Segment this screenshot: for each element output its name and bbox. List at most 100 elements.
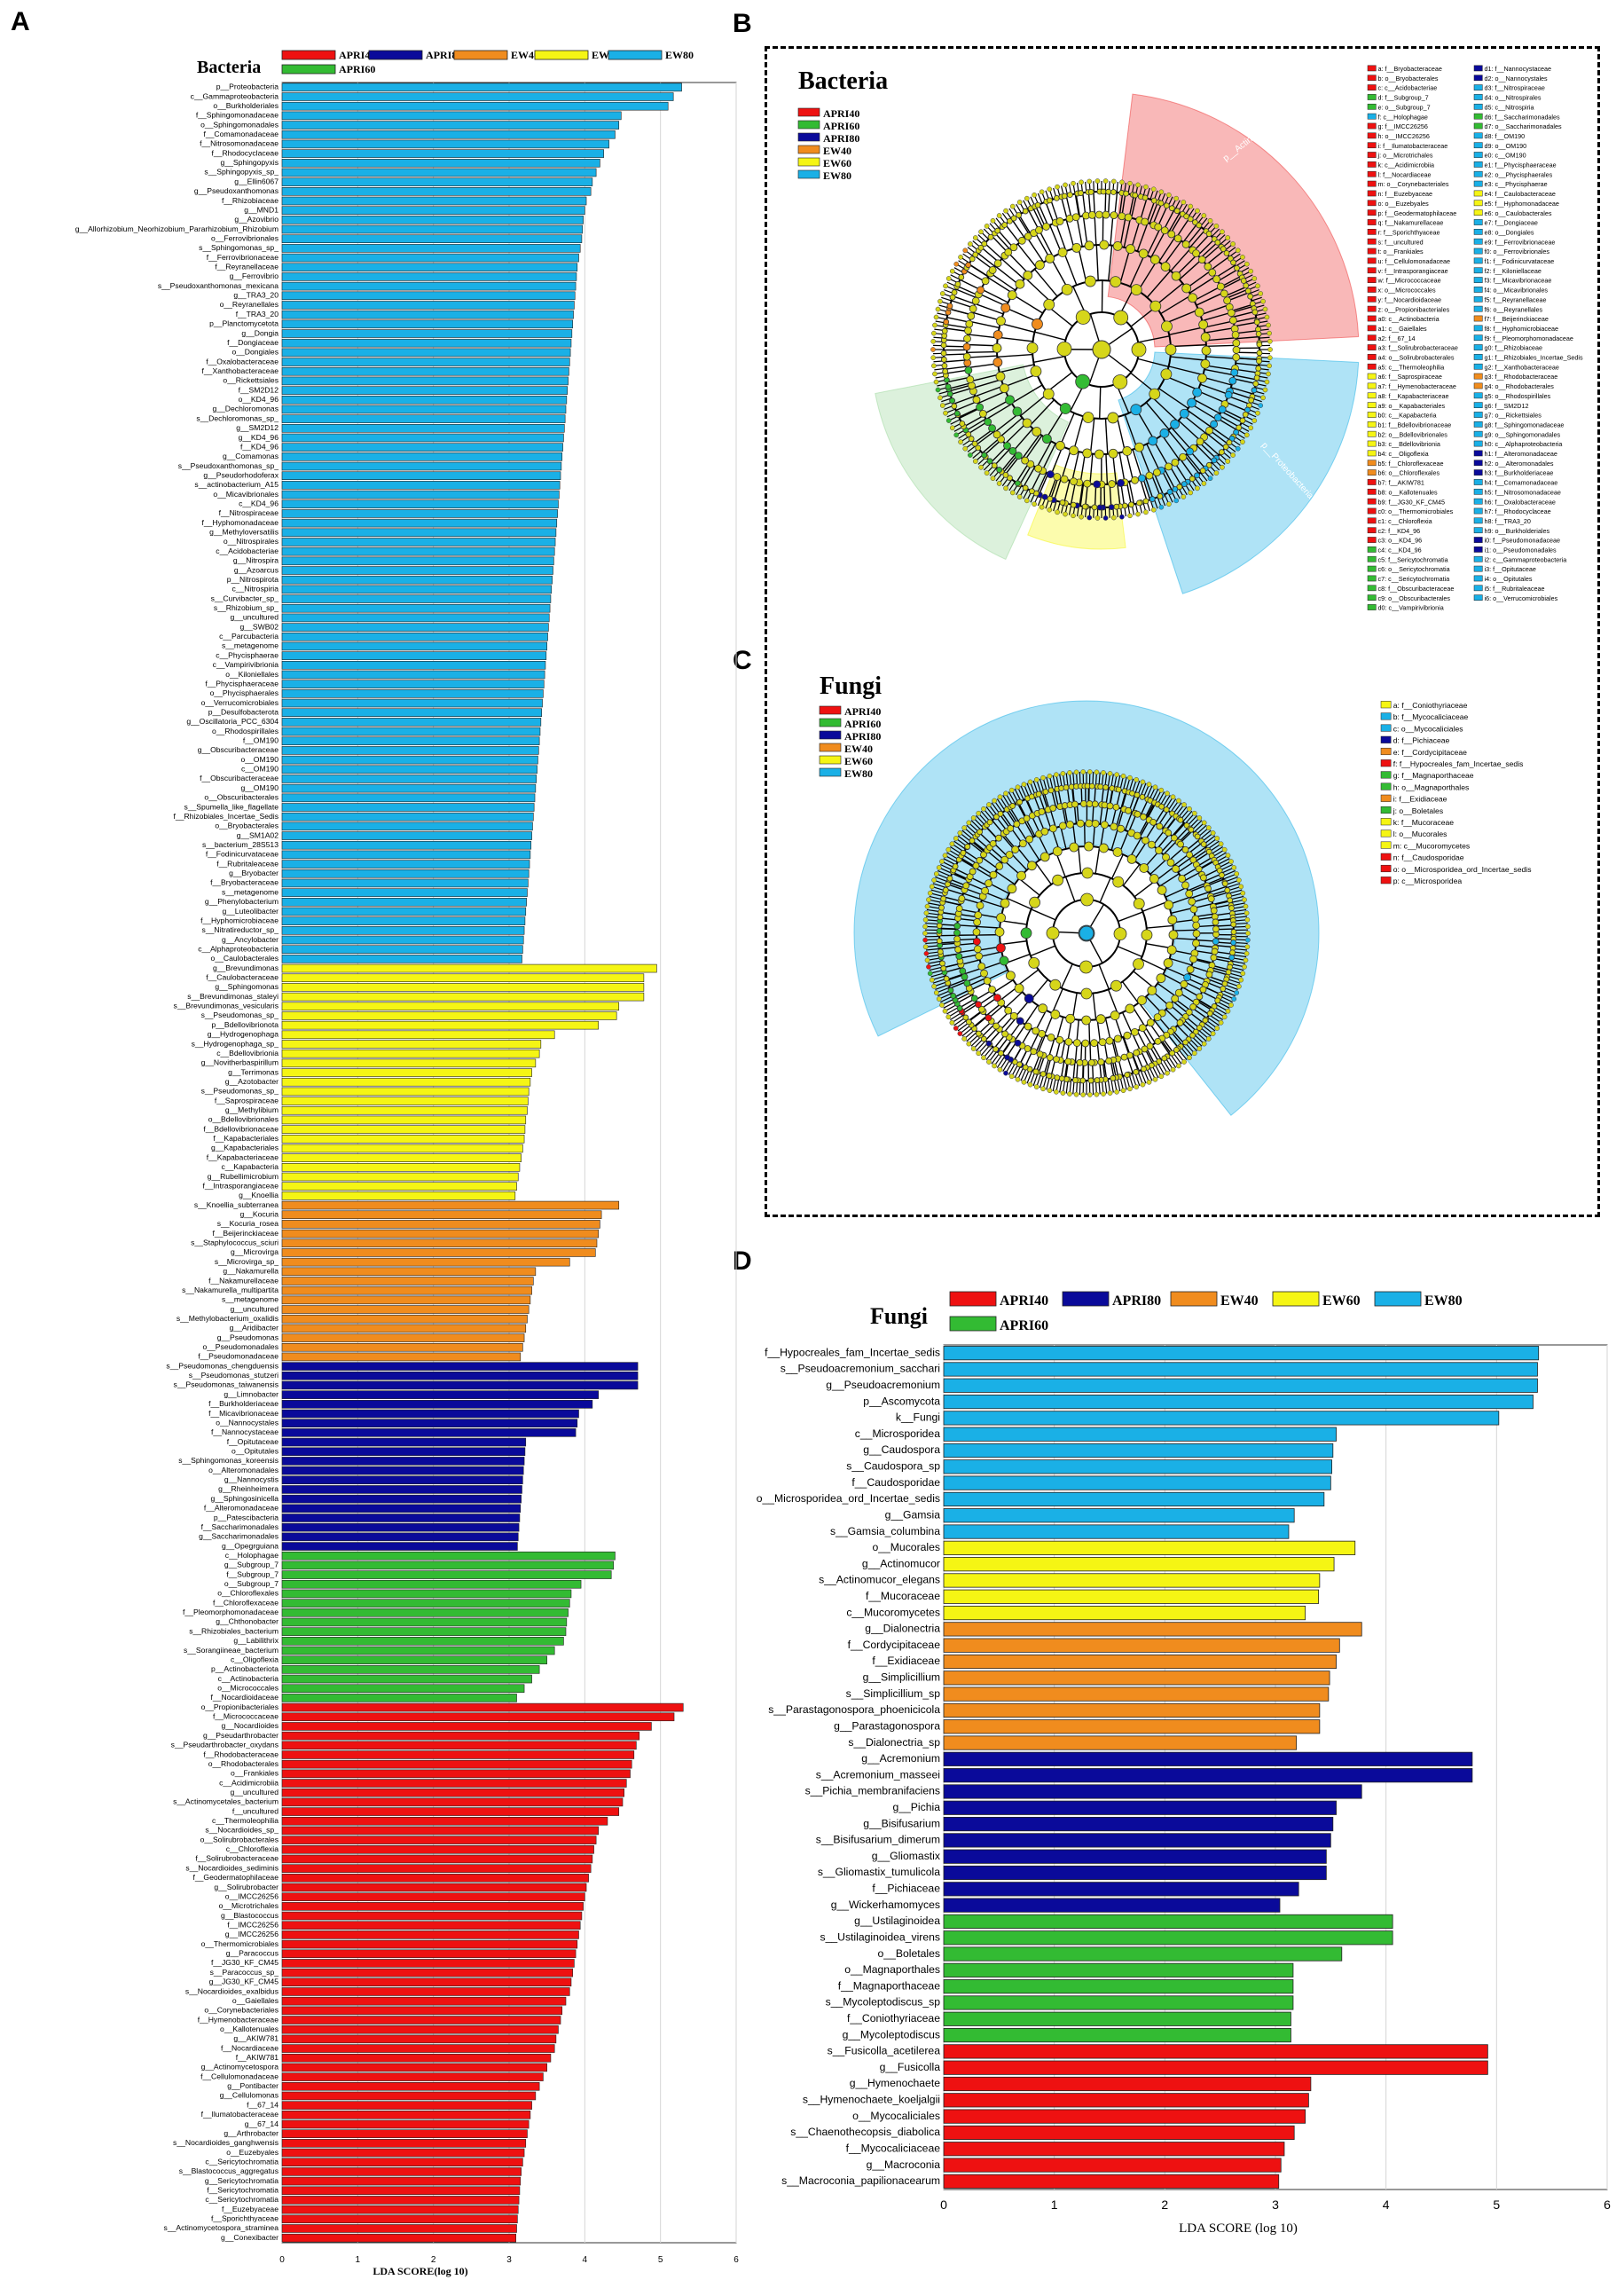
- tree-node: [1054, 1074, 1061, 1081]
- leaf-node: [1033, 777, 1040, 782]
- legend-swatch: [1473, 248, 1483, 255]
- legend-label: a: f__Coniothyriaceae: [1393, 701, 1468, 710]
- taxon-label: o__Reyranellales: [220, 300, 279, 309]
- leaf-node: [1073, 1091, 1079, 1097]
- tree-node: [1032, 427, 1042, 436]
- leaf-node: [1134, 777, 1140, 782]
- tree-node: [1004, 1054, 1010, 1061]
- leaf-branch: [950, 419, 961, 425]
- tree-node: [1230, 368, 1239, 377]
- legend-swatch: [1367, 354, 1377, 360]
- tree-node: [955, 905, 963, 913]
- legend-label: p: f__Geodermatophilaceae: [1378, 209, 1457, 217]
- lda-bar: [281, 433, 564, 443]
- lda-bar: [281, 1589, 572, 1599]
- tree-node: [1050, 1010, 1061, 1019]
- tree-node: [994, 227, 1001, 234]
- lda-bar: [281, 1532, 519, 1542]
- tree-node: [996, 467, 1003, 473]
- tree-node: [1110, 276, 1122, 288]
- leaf-node: [1067, 1091, 1072, 1097]
- legend-label: c7: c__Sericytochromatia: [1378, 575, 1450, 583]
- legend-label: c6: o__Sericytochromatia: [1378, 565, 1450, 573]
- tree-node: [972, 251, 979, 258]
- clade-branch: [1144, 1026, 1157, 1044]
- clade-branch: [970, 840, 986, 853]
- leaf-node: [1032, 192, 1037, 198]
- lda-bar: [281, 1200, 620, 1210]
- clade-branch: [1020, 392, 1049, 417]
- lda-bar: [281, 2186, 521, 2196]
- lda-bar: [281, 376, 569, 386]
- leaf-node: [1191, 810, 1197, 816]
- leaf-node: [933, 314, 939, 320]
- x-tick-label: 0: [279, 2255, 285, 2265]
- clade-branch: [1018, 464, 1032, 485]
- tree-node: [1043, 298, 1055, 311]
- clade-branch: [1059, 413, 1075, 446]
- clade-branch: [1026, 237, 1045, 263]
- legend-label: a0: c__Actinobacteria: [1378, 315, 1440, 323]
- lda-bar: [281, 2034, 557, 2044]
- lda-bar: [281, 1551, 616, 1561]
- leaf-node: [1094, 178, 1101, 184]
- taxon-label: o__Microsporidea_ord_Incertae_sedis: [757, 1492, 940, 1505]
- lda-bar: [281, 1229, 599, 1238]
- taxon-label: g__Cellulomonas: [220, 2091, 279, 2100]
- clade-branch: [1051, 790, 1057, 808]
- tree-node: [1022, 208, 1029, 215]
- legend-swatch: [1367, 373, 1377, 380]
- lda-bar: [281, 888, 528, 897]
- leaf-node: [923, 910, 930, 916]
- tree-node: [1162, 853, 1170, 861]
- lda-bar: [281, 1864, 592, 1873]
- lda-bar: [281, 1674, 532, 1684]
- legend-label: APRI60: [1000, 1318, 1048, 1333]
- leaf-node: [1267, 330, 1272, 336]
- leaf-node: [1262, 387, 1268, 393]
- taxon-label: o__Gaiellales: [232, 1996, 279, 2005]
- taxon-label: s__metagenome: [222, 1295, 279, 1304]
- tree-node: [1076, 819, 1085, 828]
- taxon-label: f__Pseudomonadaceae: [198, 1352, 279, 1361]
- clade-branch: [1030, 979, 1048, 1001]
- tree-node: [1112, 241, 1123, 251]
- leaf-node: [1260, 395, 1266, 401]
- legend-swatch: [1473, 238, 1483, 245]
- clade-branch: [1121, 1011, 1133, 1034]
- clade-branch: [1132, 1006, 1146, 1027]
- taxon-label: f__Hyphomicrobiaceae: [200, 916, 279, 924]
- legend-label: c2: f__KD4_96: [1378, 527, 1421, 535]
- tree-node: [1035, 225, 1043, 234]
- clade-branch: [985, 1026, 999, 1042]
- clade-branch: [1225, 286, 1247, 297]
- leaf-node: [922, 924, 929, 930]
- tree-node: [1228, 954, 1236, 961]
- legend-label: h: o__IMCC26256: [1378, 132, 1430, 140]
- taxon-label: f__OM190: [243, 736, 279, 745]
- taxon-label: f__Nocardiaceae: [221, 2043, 279, 2052]
- tree-node: [972, 396, 981, 405]
- clade-branch: [1117, 483, 1121, 507]
- tree-node: [995, 943, 1006, 953]
- lda-bar: [281, 452, 563, 461]
- leaf-node: [1087, 769, 1093, 774]
- tree-node: [1038, 1003, 1048, 1014]
- taxon-label: f__Saccharimonadales: [201, 1522, 279, 1531]
- legend-swatch: [1367, 65, 1377, 72]
- legend-label: g2: f__Xanthobacteraceae: [1485, 363, 1559, 371]
- clade-branch: [946, 973, 964, 980]
- lda-bar: [281, 1447, 526, 1457]
- legend-label: i1: o__Pseudomonadales: [1485, 546, 1557, 554]
- lda-bar: [281, 2196, 520, 2205]
- taxon-label: g__Hydrogenophaga: [208, 1030, 279, 1039]
- lda-bar: [281, 632, 548, 641]
- clade-branch: [1078, 247, 1087, 283]
- clade-branch: [1201, 991, 1219, 1001]
- lda-bar: [281, 1522, 520, 1532]
- tree-node: [1084, 275, 1096, 287]
- tree-node: [1136, 499, 1142, 507]
- legend-swatch: [1367, 190, 1377, 197]
- tree-node: [1034, 201, 1041, 208]
- tree-node: [1234, 264, 1240, 271]
